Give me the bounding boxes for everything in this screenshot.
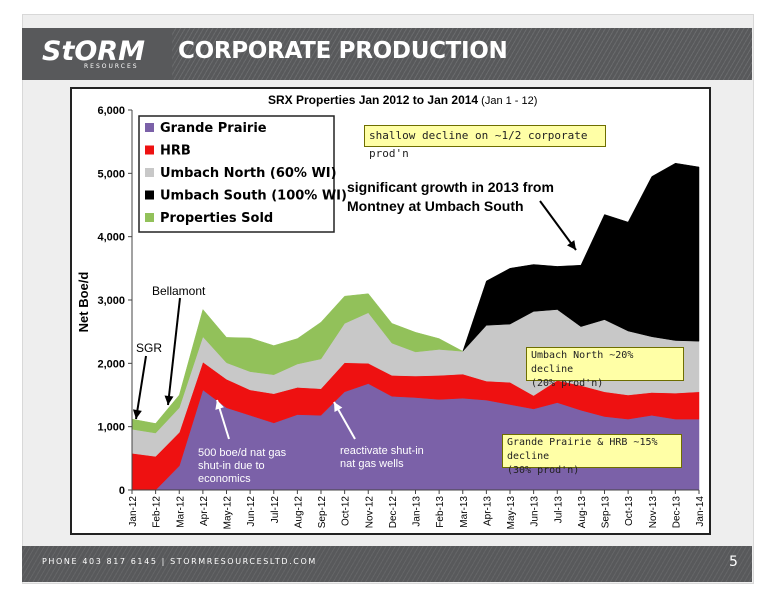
- x-tick-label: Oct-12: [341, 496, 352, 526]
- x-tick-label: Jan-12: [128, 496, 139, 527]
- legend-swatch-umbach-south: [145, 190, 154, 200]
- x-tick-label: Dec-12: [388, 496, 399, 529]
- footer-contact: PHONE 403 817 6145 | STORMRESOURCESLTD.C…: [42, 557, 317, 566]
- umbach-north-note-line1: Umbach North ~20% decline: [531, 350, 634, 375]
- x-tick-label: Feb-13: [435, 496, 446, 528]
- x-tick-label: Nov-12: [364, 496, 375, 529]
- x-tick-label: Feb-12: [152, 496, 163, 528]
- x-tick-label: May-12: [223, 496, 234, 530]
- shutin-annotation-line3: economics: [198, 473, 251, 485]
- y-tick-label: 2,000: [97, 358, 125, 370]
- umbach-north-note-line2: (20% prod'n): [531, 378, 604, 389]
- x-tick-label: Apr-13: [482, 496, 493, 526]
- chart-title: SRX Properties Jan 2012 to Jan 2014 (Jan…: [268, 93, 537, 107]
- growth-arrow-shaft: [539, 200, 577, 251]
- y-tick-label: 5,000: [97, 168, 125, 180]
- chart-frame: 0 1,000 2,000 3,000 4,000 5,000 6,000 Jan-12 Feb…: [70, 87, 711, 535]
- reactivate-annotation-line2: nat gas wells: [340, 458, 404, 470]
- x-tick-label: Jan-13: [412, 496, 423, 527]
- x-tick-label: Nov-13: [648, 496, 659, 529]
- header-bar: [22, 28, 752, 80]
- shutin-annotation-line1: 500 boe/d nat gas: [198, 447, 287, 459]
- legend-label-grande-prairie: Grande Prairie: [160, 121, 267, 136]
- y-tick-label: 6,000: [97, 105, 125, 117]
- bellamont-arrow-shaft: [167, 297, 181, 406]
- legend-swatch-hrb: [145, 145, 154, 155]
- x-tick-label: Jun-12: [246, 496, 257, 527]
- header-stripes: [172, 28, 752, 80]
- y-axis-label: Net Boe/d: [76, 272, 91, 333]
- y-tick-label: 4,000: [97, 232, 125, 244]
- sgr-arrow-head: [132, 409, 142, 419]
- shutin-arrow-head: [215, 400, 224, 410]
- footer-bar: [22, 546, 752, 582]
- storm-logo: StORM RESOURCES: [42, 36, 145, 76]
- x-tick-label: Apr-12: [199, 496, 210, 526]
- footer-stripes: [22, 546, 752, 582]
- x-tick-label: Aug-12: [293, 496, 304, 529]
- umbach-north-note: Umbach North ~20% decline (20% prod'n): [526, 347, 684, 389]
- legend-swatch-grande-prairie: [145, 123, 154, 132]
- x-tick-label: Sep-13: [601, 496, 612, 529]
- legend-swatch-umbach-north: [145, 168, 154, 177]
- area-properties-sold: [131, 293, 463, 434]
- x-tick-label: Mar-12: [175, 496, 186, 528]
- legend-label-properties-sold: Properties Sold: [160, 211, 273, 226]
- growth-arrow-head: [567, 240, 576, 250]
- page-title: CORPORATE PRODUCTION: [178, 38, 508, 64]
- gp-hrb-note-line1: Grande Prairie & HRB ~15% decline: [507, 437, 658, 462]
- x-tick-label: Dec-13: [671, 496, 682, 529]
- gp-hrb-note: Grande Prairie & HRB ~15% decline (30% p…: [502, 434, 682, 476]
- legend-box: [138, 115, 335, 233]
- x-tick-label: May-13: [506, 496, 517, 530]
- sgr-arrow-shaft: [135, 355, 147, 420]
- area-umbach-south: [462, 162, 700, 352]
- logo-text: StORM: [42, 36, 145, 67]
- x-tick-label: Sep-12: [317, 496, 328, 529]
- x-tick-label: Jul-12: [270, 496, 281, 524]
- growth-annotation-line1: significant growth in 2013 from: [347, 179, 554, 195]
- bellamont-arrow-head: [164, 395, 174, 405]
- shutin-annotation-line2: shut-in due to: [198, 460, 265, 472]
- y-tick-label: 0: [119, 485, 125, 497]
- x-tick-label: Oct-13: [624, 496, 635, 526]
- legend-label-umbach-south: Umbach South (100% WI): [160, 189, 347, 204]
- reactivate-arrow-head: [334, 402, 343, 413]
- x-tick-label: Jan-14: [695, 496, 706, 527]
- page-number: 5: [729, 554, 738, 570]
- logo-subtext: RESOURCES: [84, 63, 139, 70]
- shallow-decline-text: shallow decline on ~1/2 corporate prod'n: [369, 129, 588, 160]
- x-tick-label: Aug-13: [577, 496, 588, 529]
- x-tick-label: Mar-13: [459, 496, 470, 528]
- legend-swatch-properties-sold: [145, 213, 154, 222]
- sgr-label: SGR: [136, 341, 162, 355]
- reactivate-annotation-line1: reactivate shut-in: [340, 445, 424, 457]
- shallow-decline-note: shallow decline on ~1/2 corporate prod'n: [364, 125, 606, 160]
- growth-annotation-line2: Montney at Umbach South: [347, 198, 524, 214]
- legend-label-hrb: HRB: [160, 144, 191, 159]
- gp-hrb-note-line2: (30% prod'n): [507, 465, 580, 476]
- x-tick-label: Jul-13: [553, 496, 564, 524]
- y-tick-label: 1,000: [97, 422, 125, 434]
- x-tick-label: Jun-13: [530, 496, 541, 527]
- legend-label-umbach-north: Umbach North (60% WI): [160, 166, 337, 181]
- y-tick-label: 3,000: [97, 295, 125, 307]
- bellamont-label: Bellamont: [152, 284, 206, 298]
